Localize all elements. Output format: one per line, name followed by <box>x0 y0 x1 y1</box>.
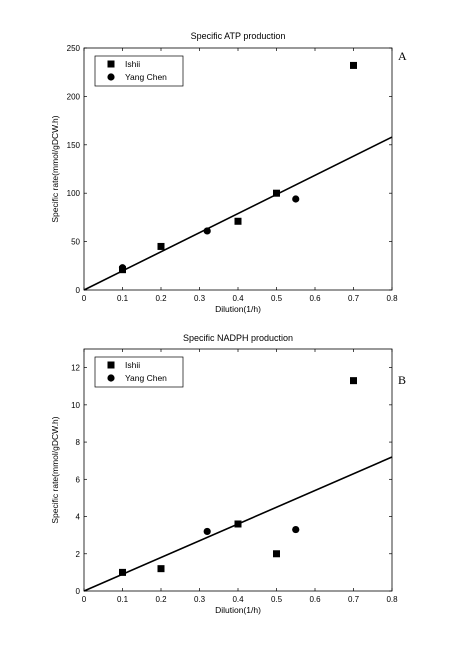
data-point <box>118 264 127 272</box>
y-tick-label: 50 <box>71 238 80 247</box>
chart-panel-b: Specific NADPH production B 0 0.1 0.2 0.3 0.4 0… <box>50 333 406 615</box>
x-tick-label: 0.5 <box>271 595 283 604</box>
chart-title: Specific ATP production <box>191 31 286 41</box>
legend-label: Yang Chen <box>125 373 167 383</box>
data-point <box>203 227 211 235</box>
y-tick-label: 6 <box>76 475 81 484</box>
x-tick-label: 0.3 <box>194 294 206 303</box>
data-point <box>292 525 300 534</box>
y-tick-label: 10 <box>71 401 80 410</box>
y-axis-label: Specific rate(mmol/gDCW.h) <box>50 115 60 222</box>
panel-letter: B <box>398 373 406 387</box>
x-tick-label: 0.4 <box>232 294 244 303</box>
x-axis-label: Dilution(1/h) <box>215 304 261 314</box>
x-tick-label: 0.6 <box>309 595 321 604</box>
series-yang-chen <box>118 195 300 272</box>
legend-label: Yang Chen <box>125 72 167 82</box>
legend-marker <box>107 73 115 81</box>
x-tick-label: 0 <box>82 294 87 303</box>
data-point <box>119 568 126 576</box>
x-tick-label: 0.5 <box>271 294 283 303</box>
x-tick-label: 0.2 <box>155 294 167 303</box>
legend-label: Ishii <box>125 59 140 69</box>
legend-marker <box>107 374 115 382</box>
data-point <box>157 565 165 573</box>
legend: Ishii Yang Chen <box>94 356 184 388</box>
y-tick-label: 100 <box>67 189 81 198</box>
series-ishii <box>119 61 357 274</box>
x-tick-label: 0.8 <box>386 294 398 303</box>
data-point <box>203 527 211 536</box>
x-tick-label: 0.1 <box>117 294 129 303</box>
x-tick-label: 0 <box>82 595 87 604</box>
x-tick-label: 0.7 <box>348 595 360 604</box>
data-point <box>234 217 242 225</box>
y-tick-label: 4 <box>76 513 81 522</box>
x-axis-label: Dilution(1/h) <box>215 605 261 615</box>
data-point <box>350 377 357 385</box>
x-tick-label: 0.7 <box>348 294 360 303</box>
panel-letter: A <box>398 49 407 63</box>
legend: Ishii Yang Chen <box>94 55 184 87</box>
data-point <box>273 189 280 197</box>
data-point <box>292 195 300 203</box>
data-point <box>350 61 357 69</box>
data-point <box>273 550 280 558</box>
x-tick-label: 0.3 <box>194 595 206 604</box>
data-point <box>234 520 242 528</box>
y-tick-label: 200 <box>67 92 81 101</box>
x-tick-label: 0.2 <box>155 595 167 604</box>
x-tick-label: 0.4 <box>232 595 244 604</box>
y-axis-label: Specific rate(mmol/gDCW.h) <box>50 416 60 523</box>
y-tick-label: 150 <box>67 141 81 150</box>
data-point <box>157 242 165 250</box>
legend-marker <box>107 361 115 369</box>
legend-marker <box>107 60 115 68</box>
x-tick-label: 0.6 <box>309 294 321 303</box>
x-tick-label: 0.1 <box>117 595 129 604</box>
y-tick-label: 250 <box>67 44 81 53</box>
chart-title: Specific NADPH production <box>183 333 293 343</box>
series-yang-chen <box>203 525 300 536</box>
y-tick-label: 2 <box>76 550 81 559</box>
fit-line <box>83 136 393 291</box>
series-ishii <box>119 377 357 576</box>
x-tick-label: 0.8 <box>386 595 398 604</box>
y-tick-label: 8 <box>76 438 81 447</box>
chart-panel-a: Specific ATP production A 0 0.1 0.2 0.3 0.4 0.5… <box>50 31 407 314</box>
y-tick-label: 0 <box>76 286 81 295</box>
y-tick-label: 12 <box>71 364 80 373</box>
legend-label: Ishii <box>125 360 140 370</box>
y-tick-label: 0 <box>76 587 81 596</box>
